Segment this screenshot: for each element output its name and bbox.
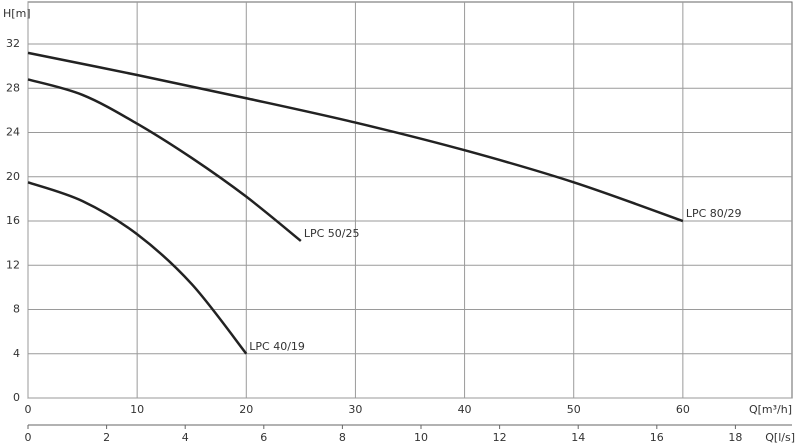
y-tick-label: 0 [13, 391, 20, 404]
y-tick-label: 20 [6, 170, 20, 183]
x-tick-label: 0 [25, 403, 32, 416]
x2-tick-label: 4 [182, 431, 189, 444]
x-axis-label: Q[m³/h] [749, 403, 792, 416]
x-tick-label: 50 [567, 403, 581, 416]
y-axis-label: H[m] [3, 7, 31, 20]
x-tick-label: 10 [130, 403, 144, 416]
y-tick-label: 24 [6, 126, 20, 139]
y-tick-label: 4 [13, 347, 20, 360]
y-tick-label: 28 [6, 81, 20, 94]
x2-tick-label: 0 [25, 431, 32, 444]
curve-label: LPC 40/19 [249, 340, 305, 353]
x2-tick-label: 14 [571, 431, 585, 444]
x2-tick-label: 16 [650, 431, 664, 444]
x2-tick-label: 6 [260, 431, 267, 444]
x-tick-label: 20 [239, 403, 253, 416]
y-tick-label: 8 [13, 303, 20, 316]
pump-curve [27, 78, 302, 242]
y-tick-label: 16 [6, 214, 20, 227]
x2-axis-label: Q[l/s] [765, 431, 795, 444]
curve-label: LPC 80/29 [686, 207, 742, 220]
pump-curve [27, 181, 248, 355]
curve-label: LPC 50/25 [304, 227, 360, 240]
x2-tick-label: 2 [103, 431, 110, 444]
x2-tick-label: 8 [339, 431, 346, 444]
pump-curve [27, 51, 684, 223]
x2-tick-label: 10 [414, 431, 428, 444]
x-tick-label: 30 [348, 403, 362, 416]
y-tick-label: 32 [6, 37, 20, 50]
x2-tick-label: 18 [728, 431, 742, 444]
y-tick-label: 12 [6, 258, 20, 271]
x2-tick-label: 12 [493, 431, 507, 444]
x-tick-label: 40 [458, 403, 472, 416]
plot-frame [27, 1, 793, 399]
x-tick-label: 60 [676, 403, 690, 416]
